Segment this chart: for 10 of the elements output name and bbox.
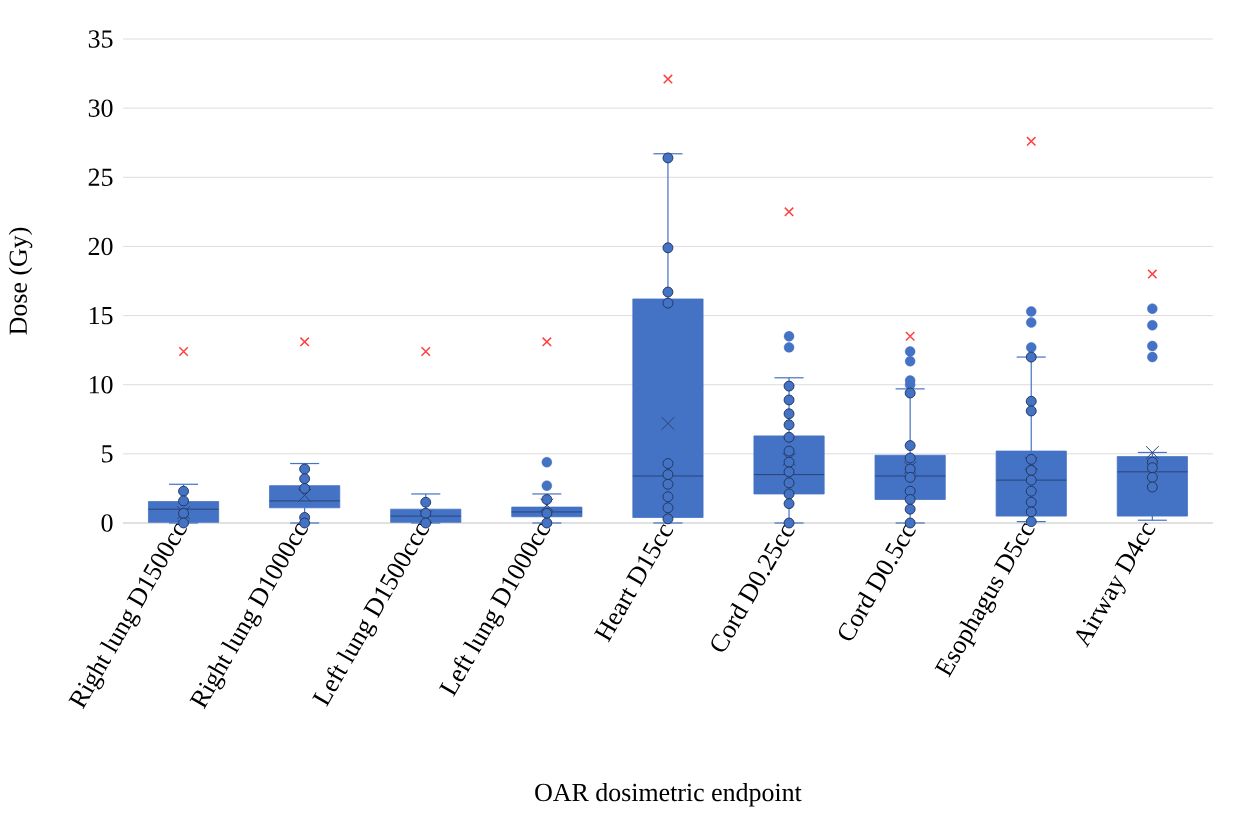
x-axis-title: OAR dosimetric endpoint (535, 783, 802, 807)
y-tick-label: 20 (88, 237, 113, 256)
y-tick-label: 5 (102, 445, 113, 463)
y-tick-label: 30 (88, 99, 113, 117)
y-tick-label: 35 (88, 30, 113, 48)
y-tick-label: 25 (88, 168, 113, 186)
y-tick-label: 10 (89, 375, 113, 394)
y-axis-title: Dose (Gy) (8, 227, 33, 335)
y-tick-label: 15 (89, 306, 113, 325)
y-tick-label: 0 (101, 514, 113, 532)
